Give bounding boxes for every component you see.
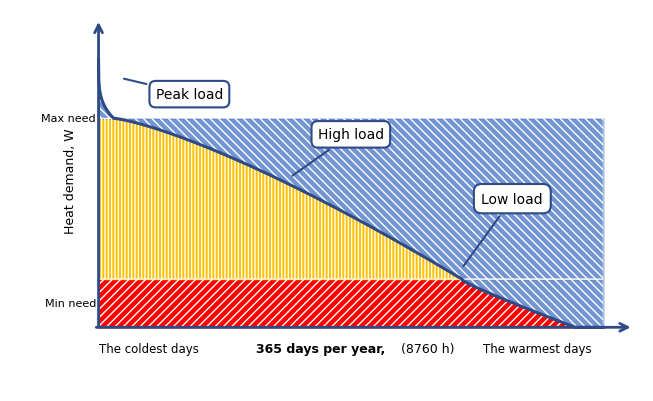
Text: Min need: Min need [44,298,96,308]
Text: The warmest days: The warmest days [483,342,592,355]
Text: Peak load: Peak load [124,79,223,102]
Text: Heat demand, W: Heat demand, W [64,128,77,233]
Text: The coldest days: The coldest days [99,342,199,355]
Text: Low load: Low load [464,192,543,266]
Text: High load: High load [293,128,384,176]
Text: 365 days per year,: 365 days per year, [256,342,385,355]
Text: Max need: Max need [41,114,96,124]
Text: (8760 h): (8760 h) [402,342,454,355]
